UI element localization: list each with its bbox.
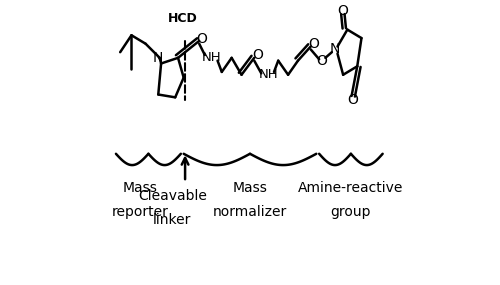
Text: HCD: HCD bbox=[168, 12, 197, 25]
Text: O: O bbox=[338, 4, 348, 18]
Text: normalizer: normalizer bbox=[213, 205, 287, 219]
Text: O: O bbox=[196, 32, 207, 46]
Text: linker: linker bbox=[153, 213, 192, 227]
Text: Mass: Mass bbox=[232, 181, 268, 195]
Text: Mass: Mass bbox=[122, 181, 158, 195]
Text: N: N bbox=[330, 42, 340, 56]
Text: NH: NH bbox=[258, 68, 278, 81]
Text: reporter: reporter bbox=[112, 205, 168, 219]
Text: N: N bbox=[153, 51, 164, 65]
Text: Amine-reactive: Amine-reactive bbox=[298, 181, 403, 195]
Text: Cleavable: Cleavable bbox=[138, 189, 207, 203]
Text: O: O bbox=[348, 93, 358, 107]
Text: O: O bbox=[308, 37, 320, 51]
Text: NH: NH bbox=[202, 51, 222, 64]
Text: O: O bbox=[316, 54, 328, 68]
Text: group: group bbox=[330, 205, 370, 219]
Text: O: O bbox=[252, 48, 263, 62]
